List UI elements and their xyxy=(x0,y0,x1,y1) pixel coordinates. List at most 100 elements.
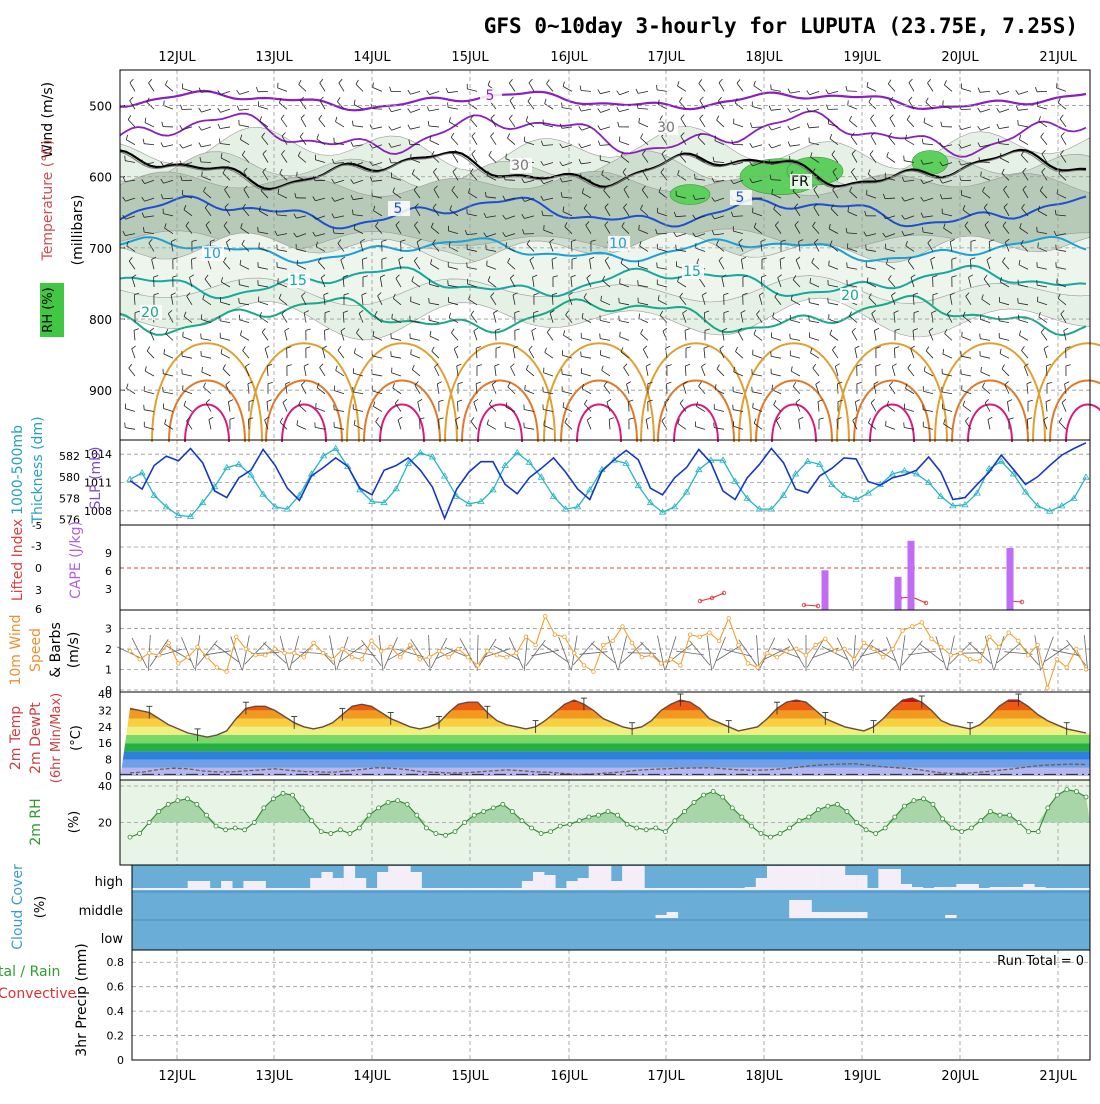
wind10-point xyxy=(1036,643,1040,647)
rh2m-point xyxy=(1008,813,1012,817)
rh2m-point xyxy=(950,826,954,830)
rh2m-point xyxy=(635,826,639,830)
wind10-point xyxy=(572,651,576,655)
cloud-high-bar xyxy=(878,869,889,890)
rh2m-point xyxy=(300,806,304,810)
wind-barb xyxy=(676,245,677,250)
cloud-high-bar xyxy=(923,888,934,890)
ylabel-cape: CAPE (J/kg) xyxy=(68,521,84,599)
wind-barb xyxy=(353,387,354,392)
rh2m-point xyxy=(912,799,916,803)
wind10-point xyxy=(1065,666,1069,670)
day-label-bottom: 15JUL xyxy=(451,1069,489,1084)
rh2m-point xyxy=(195,802,199,806)
cloud-high-bar xyxy=(177,888,188,890)
isotherm-label: 10 xyxy=(203,246,221,262)
cloud-high-bar xyxy=(979,888,990,890)
cloud-high-bar xyxy=(622,866,633,890)
wind10-point xyxy=(466,655,470,659)
ylabel-lifted-index: Lifted Index xyxy=(10,519,26,601)
ylabel-wind10-3: & Barbs xyxy=(48,622,64,678)
temp-band xyxy=(120,743,1090,751)
rh2m-point xyxy=(386,800,390,804)
cloud-high-bar xyxy=(589,866,600,890)
day-label-top: 14JUL xyxy=(353,50,391,65)
rh2m-point xyxy=(702,793,706,797)
wind10-point xyxy=(399,655,403,659)
rh2m-point xyxy=(616,813,620,817)
cloud-high-bar xyxy=(221,881,232,890)
wind-barb xyxy=(411,154,412,159)
y-tick-rh: 40 xyxy=(98,780,112,793)
rh2m-point xyxy=(960,830,964,834)
y-tick-mb: 500 xyxy=(89,100,112,114)
wind-barb xyxy=(904,156,905,161)
wind10-point xyxy=(292,651,296,655)
cloud-high-bar xyxy=(154,888,165,890)
rh2m-point xyxy=(883,826,887,830)
temp-band xyxy=(120,727,1090,735)
rh2m-point xyxy=(338,828,342,832)
wind10-point xyxy=(582,664,586,668)
temp-band xyxy=(120,751,1090,759)
wind10-point xyxy=(1046,686,1050,690)
y-tick-li: 3 xyxy=(35,584,42,597)
cloud-middle-bar xyxy=(800,900,811,918)
wind-barb xyxy=(771,85,772,90)
rh2m-point xyxy=(1074,790,1078,794)
wind10-point xyxy=(843,647,847,651)
cloud-high-bar xyxy=(255,881,266,890)
cape-bar xyxy=(822,570,829,610)
cloud-high-bar xyxy=(856,875,867,890)
ylabel-temp2m-unit: (°C) xyxy=(69,725,84,751)
wind-barb xyxy=(125,156,126,161)
wind10-point xyxy=(148,651,152,655)
wind10-point xyxy=(630,641,634,645)
run-total-label: Run Total = 0 xyxy=(997,954,1084,969)
rh2m-point xyxy=(931,802,935,806)
cloud-middle-bar xyxy=(845,912,856,918)
wind-barb xyxy=(980,162,990,163)
rh2m-point xyxy=(587,815,591,819)
cloud-high-bar xyxy=(188,881,199,890)
wind10-point xyxy=(177,662,181,666)
wind10-point xyxy=(370,639,374,643)
wind10-point xyxy=(988,635,992,639)
ylabel-cloud-unit: (%) xyxy=(33,896,48,919)
rh2m-point xyxy=(874,832,878,836)
cloud-high-bar xyxy=(299,888,310,890)
cape-bar xyxy=(1007,548,1014,610)
rh2m-point xyxy=(778,832,782,836)
cloud-middle-bar xyxy=(856,912,867,918)
rh2m-point xyxy=(252,821,256,825)
wind10-point xyxy=(891,647,895,651)
rh2m-point xyxy=(530,826,534,830)
cape-bar xyxy=(895,577,902,610)
wind10-point xyxy=(157,653,161,657)
y-tick-thickness: 580 xyxy=(59,471,80,484)
wind10-point xyxy=(852,658,856,662)
cloud-high-bar xyxy=(399,866,410,890)
wind10-point xyxy=(128,649,132,653)
cloud-high-bar xyxy=(578,878,589,890)
wind-barb xyxy=(904,423,905,428)
rh2m-point xyxy=(711,790,715,794)
wind-barb xyxy=(1037,280,1038,285)
ylabel-millibars: (millibars) xyxy=(70,195,86,266)
rh2m-point xyxy=(807,815,811,819)
wind10-point xyxy=(872,647,876,651)
wind10-point xyxy=(920,621,924,625)
rh2m-point xyxy=(271,797,275,801)
y-tick-mb: 600 xyxy=(89,171,112,185)
rh2m-point xyxy=(224,828,228,832)
rh2m-point xyxy=(482,810,486,814)
cloud-high-bar xyxy=(321,872,332,890)
y-tick-precip: 0.8 xyxy=(107,956,125,969)
isotherm-label: 5 xyxy=(394,201,403,217)
wind10-point xyxy=(708,631,712,635)
wind-barb xyxy=(847,262,848,267)
wind10-point xyxy=(746,662,750,666)
cloud-high-bar xyxy=(667,888,678,890)
ylabel-rh2m-unit: (%) xyxy=(67,811,82,834)
cloud-high-bar xyxy=(388,866,399,890)
